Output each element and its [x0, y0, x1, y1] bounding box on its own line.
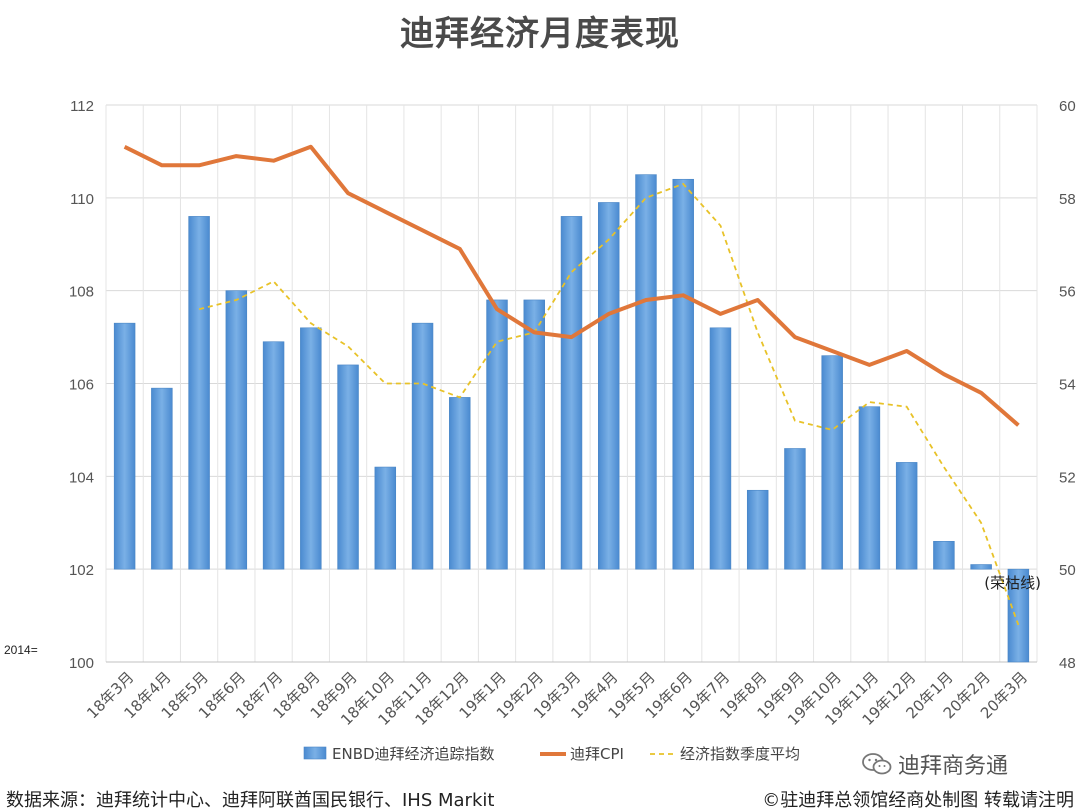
- right-tick-label: 52: [1059, 469, 1076, 486]
- left-tick-label: 102: [69, 562, 94, 579]
- bar: [225, 290, 248, 570]
- bar: [113, 322, 136, 570]
- left-tick-label: 108: [69, 284, 94, 301]
- data-source: 数据来源：迪拜统计中心、迪拜阿联酋国民银行、IHS Markit: [6, 790, 495, 811]
- right-tick-label: 54: [1059, 377, 1076, 394]
- legend-swatch-bar: [303, 746, 327, 760]
- left-axis-base-label: 2014=: [4, 643, 38, 657]
- bar: [858, 406, 881, 570]
- bar: [486, 299, 508, 570]
- left-tick-label: 106: [69, 377, 94, 394]
- watermark: 迪拜商务通: [862, 748, 1008, 780]
- bar: [523, 299, 545, 570]
- bar: [151, 387, 173, 570]
- left-tick-label: 112: [70, 98, 94, 115]
- left-tick-label: 100: [69, 655, 94, 672]
- bar: [560, 216, 583, 570]
- bar: [821, 355, 843, 570]
- right-tick-label: 60: [1059, 98, 1076, 115]
- copyright-note: ©驻迪拜总领馆经商处制图 转载请注明: [762, 790, 1074, 811]
- bar: [1007, 568, 1030, 663]
- bar: [709, 327, 732, 570]
- bar: [188, 216, 210, 570]
- right-tick-label: 56: [1059, 284, 1076, 301]
- bar: [672, 178, 694, 570]
- bar: [411, 322, 434, 570]
- legend-label: ENBD迪拜经济追踪指数: [332, 745, 495, 763]
- bar: [262, 341, 285, 570]
- bar: [449, 397, 471, 570]
- bar: [337, 364, 359, 570]
- watermark-text: 迪拜商务通: [898, 754, 1009, 779]
- right-tick-label: 50: [1059, 562, 1076, 579]
- series-line-cpi: [123, 144, 1020, 427]
- legend-label: 经济指数季度平均: [680, 745, 800, 763]
- left-tick-label: 110: [70, 191, 94, 208]
- bar: [933, 541, 955, 570]
- bar: [300, 327, 322, 570]
- bar: [784, 448, 806, 570]
- threshold-annotation: (荣枯线): [984, 574, 1041, 592]
- bar: [746, 489, 769, 570]
- bar: [895, 462, 918, 570]
- bar: [970, 564, 992, 570]
- left-tick-label: 104: [69, 469, 94, 486]
- bar: [635, 174, 657, 570]
- chart-title: 迪拜经济月度表现: [400, 14, 680, 54]
- right-tick-label: 48: [1059, 655, 1076, 672]
- legend-label: 迪拜CPI: [570, 745, 624, 763]
- series-line-quarterly-avg: [198, 182, 1020, 626]
- right-tick-label: 58: [1059, 191, 1076, 208]
- bar: [374, 466, 397, 570]
- wechat-icon: [862, 753, 892, 775]
- bar: [598, 202, 620, 570]
